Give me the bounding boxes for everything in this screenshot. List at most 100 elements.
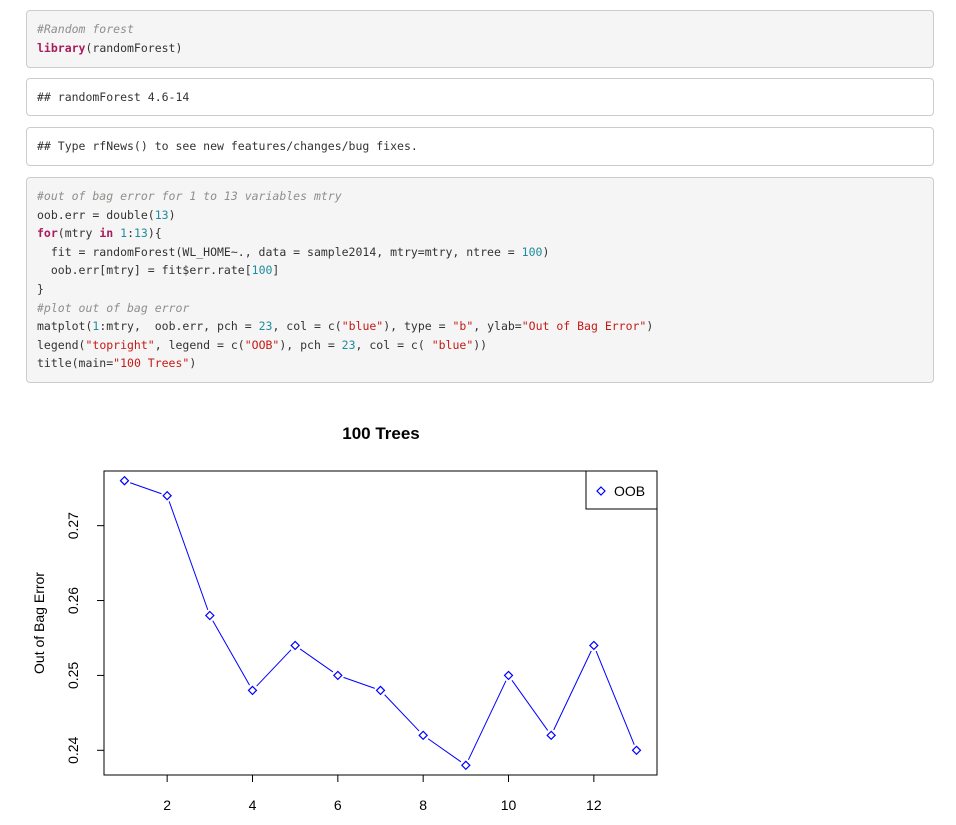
series-segment (595, 650, 635, 745)
code-line: #out of bag error for 1 to 13 variables … (37, 187, 923, 206)
code-token: 1 (92, 319, 100, 334)
code-token: , col = c( (272, 319, 342, 334)
code-token: #plot out of bag error (37, 300, 190, 315)
series-segment (467, 680, 507, 761)
code-token: ) (646, 319, 654, 334)
chart-svg: 100 Trees Out of Bag Error 2 4 6 8 10 12 0.24… (31, 424, 658, 813)
code-token: matplot( (37, 319, 93, 334)
code-line: legend("topright", legend = c("OOB"), pc… (37, 336, 923, 355)
code-token: , legend = c( (154, 337, 245, 352)
code-token: 23 (341, 337, 356, 352)
y-tick-label: 0.24 (65, 736, 81, 763)
code-token: :mtry, oob.err, pch = (99, 319, 259, 334)
data-point (204, 610, 215, 621)
series-segment (256, 649, 292, 687)
series-segment (343, 676, 376, 689)
code-token: ), type = (383, 319, 453, 334)
code-line: matplot(1:mtry, oob.err, pch = 23, col =… (37, 317, 923, 336)
series-segment (384, 694, 420, 732)
x-axis: 2 4 6 8 10 12 (163, 775, 602, 813)
code-token: , col = c( (355, 337, 432, 352)
code-token: ) (189, 356, 197, 371)
code-token: )) (473, 337, 488, 352)
code-token: in (99, 226, 114, 241)
code-token: #Random forest (37, 22, 134, 36)
code-token: "topright" (85, 337, 155, 352)
series-segment (212, 620, 250, 686)
series-oob (119, 475, 642, 771)
code-line: #Random forest (37, 20, 923, 39)
code-token: ), pch = (279, 337, 342, 352)
code-token: 100 (251, 263, 273, 278)
code-token: } (37, 281, 44, 296)
code-token: legend( (37, 337, 86, 352)
x-tick-label: 6 (334, 797, 342, 813)
code-token: oob.err[mtry] = fit$err.rate[ (37, 263, 252, 278)
code-token: "100 Trees" (113, 356, 190, 371)
series-segment (168, 501, 209, 611)
code-token: "blue" (431, 337, 474, 352)
series-segment (511, 680, 549, 731)
y-axis-label: Out of Bag Error (31, 572, 47, 674)
code-line: library(randomForest) (37, 39, 923, 58)
code-line: #plot out of bag error (37, 299, 923, 318)
data-point (247, 685, 258, 696)
code-token: "blue" (341, 319, 384, 334)
code-token: , ylab= (473, 319, 522, 334)
code-token: 23 (258, 319, 273, 334)
code-token: #out of bag error for 1 to 13 variables … (37, 189, 342, 203)
code-token: (mtry (57, 226, 100, 241)
code-token: ){ (147, 226, 162, 241)
code-token: ## Type rfNews() to see new features/cha… (37, 139, 418, 153)
code-token: oob.err = double( (37, 207, 155, 222)
code-line: ## randomForest 4.6-14 (37, 88, 923, 107)
data-point (589, 640, 599, 651)
code-line: fit = randomForest(WL_HOME~., data = sam… (37, 243, 923, 262)
code-token: 100 (521, 244, 543, 259)
x-tick-label: 2 (163, 797, 171, 813)
series-segment (427, 738, 462, 763)
series-segment (553, 650, 592, 731)
code-token: : (127, 226, 134, 241)
code-token: "b" (452, 319, 474, 334)
code-token: "OOB" (244, 337, 280, 352)
data-point (546, 730, 557, 741)
series-segment (299, 648, 334, 673)
code-token: 1 (120, 226, 128, 241)
code-line: ## Type rfNews() to see new features/cha… (37, 137, 923, 156)
data-point (290, 640, 301, 651)
code-line: } (37, 280, 923, 299)
y-tick-label: 0.25 (65, 662, 81, 689)
code-line: oob.err[mtry] = fit$err.rate[100] (37, 261, 923, 280)
output-block-version: ## randomForest 4.6-14 (26, 78, 934, 116)
x-tick-label: 4 (249, 797, 257, 813)
code-token: title(main= (37, 356, 114, 371)
code-line: title(main="100 Trees") (37, 354, 923, 373)
series-segment (129, 482, 162, 495)
code-token: for (37, 226, 58, 241)
x-tick-label: 12 (586, 797, 602, 813)
data-point (503, 670, 514, 681)
code-token: fit = randomForest(WL_HOME~., data = sam… (37, 244, 522, 259)
x-tick-label: 10 (501, 797, 517, 813)
code-token: ] (272, 263, 280, 278)
oob-error-chart: 100 Trees Out of Bag Error 2 4 6 8 10 12 0.24… (0, 400, 956, 820)
code-token: ## randomForest 4.6-14 (37, 90, 190, 104)
legend-marker (596, 486, 606, 496)
data-point (375, 685, 386, 696)
data-point (460, 760, 471, 771)
chart-title: 100 Trees (342, 424, 420, 443)
data-point (162, 490, 172, 501)
data-point (332, 670, 343, 681)
data-point (119, 475, 130, 486)
code-token: "Out of Bag Error" (521, 319, 647, 334)
legend: OOB (585, 470, 658, 510)
code-token: (randomForest) (85, 40, 183, 55)
code-token: ) (168, 207, 176, 222)
code-line: for(mtry in 1:13){ (37, 224, 923, 243)
code-block-library: #Random forest library(randomForest) (26, 10, 934, 68)
y-tick-label: 0.27 (65, 512, 81, 539)
data-point (631, 745, 642, 756)
output-block-news: ## Type rfNews() to see new features/cha… (26, 127, 934, 166)
code-token: ) (542, 244, 550, 259)
